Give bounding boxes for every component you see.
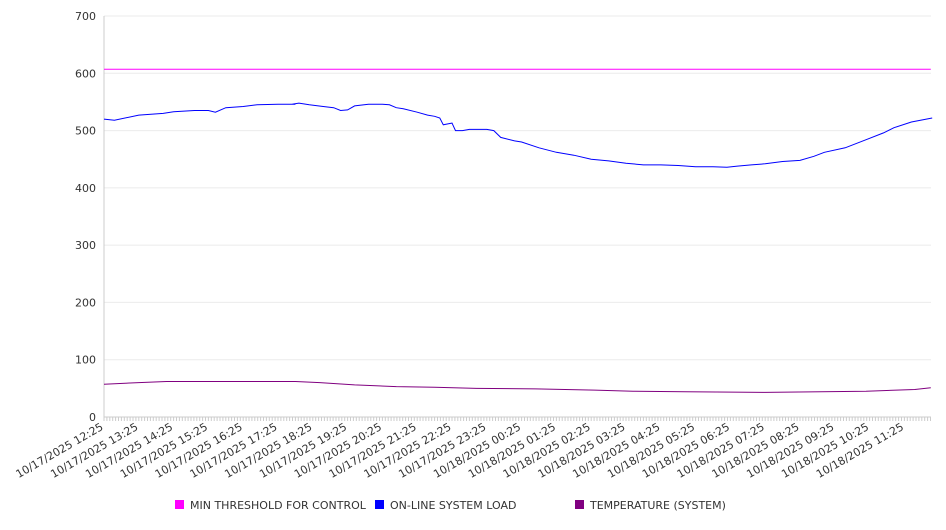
legend: MIN THRESHOLD FOR CONTROL ON-LINE SYSTEM … bbox=[175, 499, 726, 512]
legend-swatch bbox=[375, 500, 384, 509]
y-axis: 0 100 200 300 400 500 600 700 bbox=[75, 10, 105, 424]
y-tick-label: 300 bbox=[75, 239, 96, 252]
y-tick-label: 600 bbox=[75, 67, 96, 80]
legend-swatch bbox=[575, 500, 584, 509]
series-line-on-line-system-load bbox=[103, 102, 933, 168]
y-tick-label: 100 bbox=[75, 354, 96, 367]
series-lines bbox=[103, 68, 933, 393]
y-tick-label: 500 bbox=[75, 125, 96, 138]
y-tick-label: 0 bbox=[89, 411, 96, 424]
legend-swatch bbox=[175, 500, 184, 509]
y-tick-label: 200 bbox=[75, 296, 96, 309]
y-tick-label: 700 bbox=[75, 10, 96, 23]
series-line-temperature-system- bbox=[103, 381, 931, 393]
legend-label[interactable]: MIN THRESHOLD FOR CONTROL bbox=[190, 499, 367, 512]
y-tick-label: 400 bbox=[75, 182, 96, 195]
grid bbox=[104, 15, 931, 361]
legend-label[interactable]: TEMPERATURE (SYSTEM) bbox=[589, 499, 726, 512]
legend-label[interactable]: ON-LINE SYSTEM LOAD bbox=[390, 499, 516, 512]
